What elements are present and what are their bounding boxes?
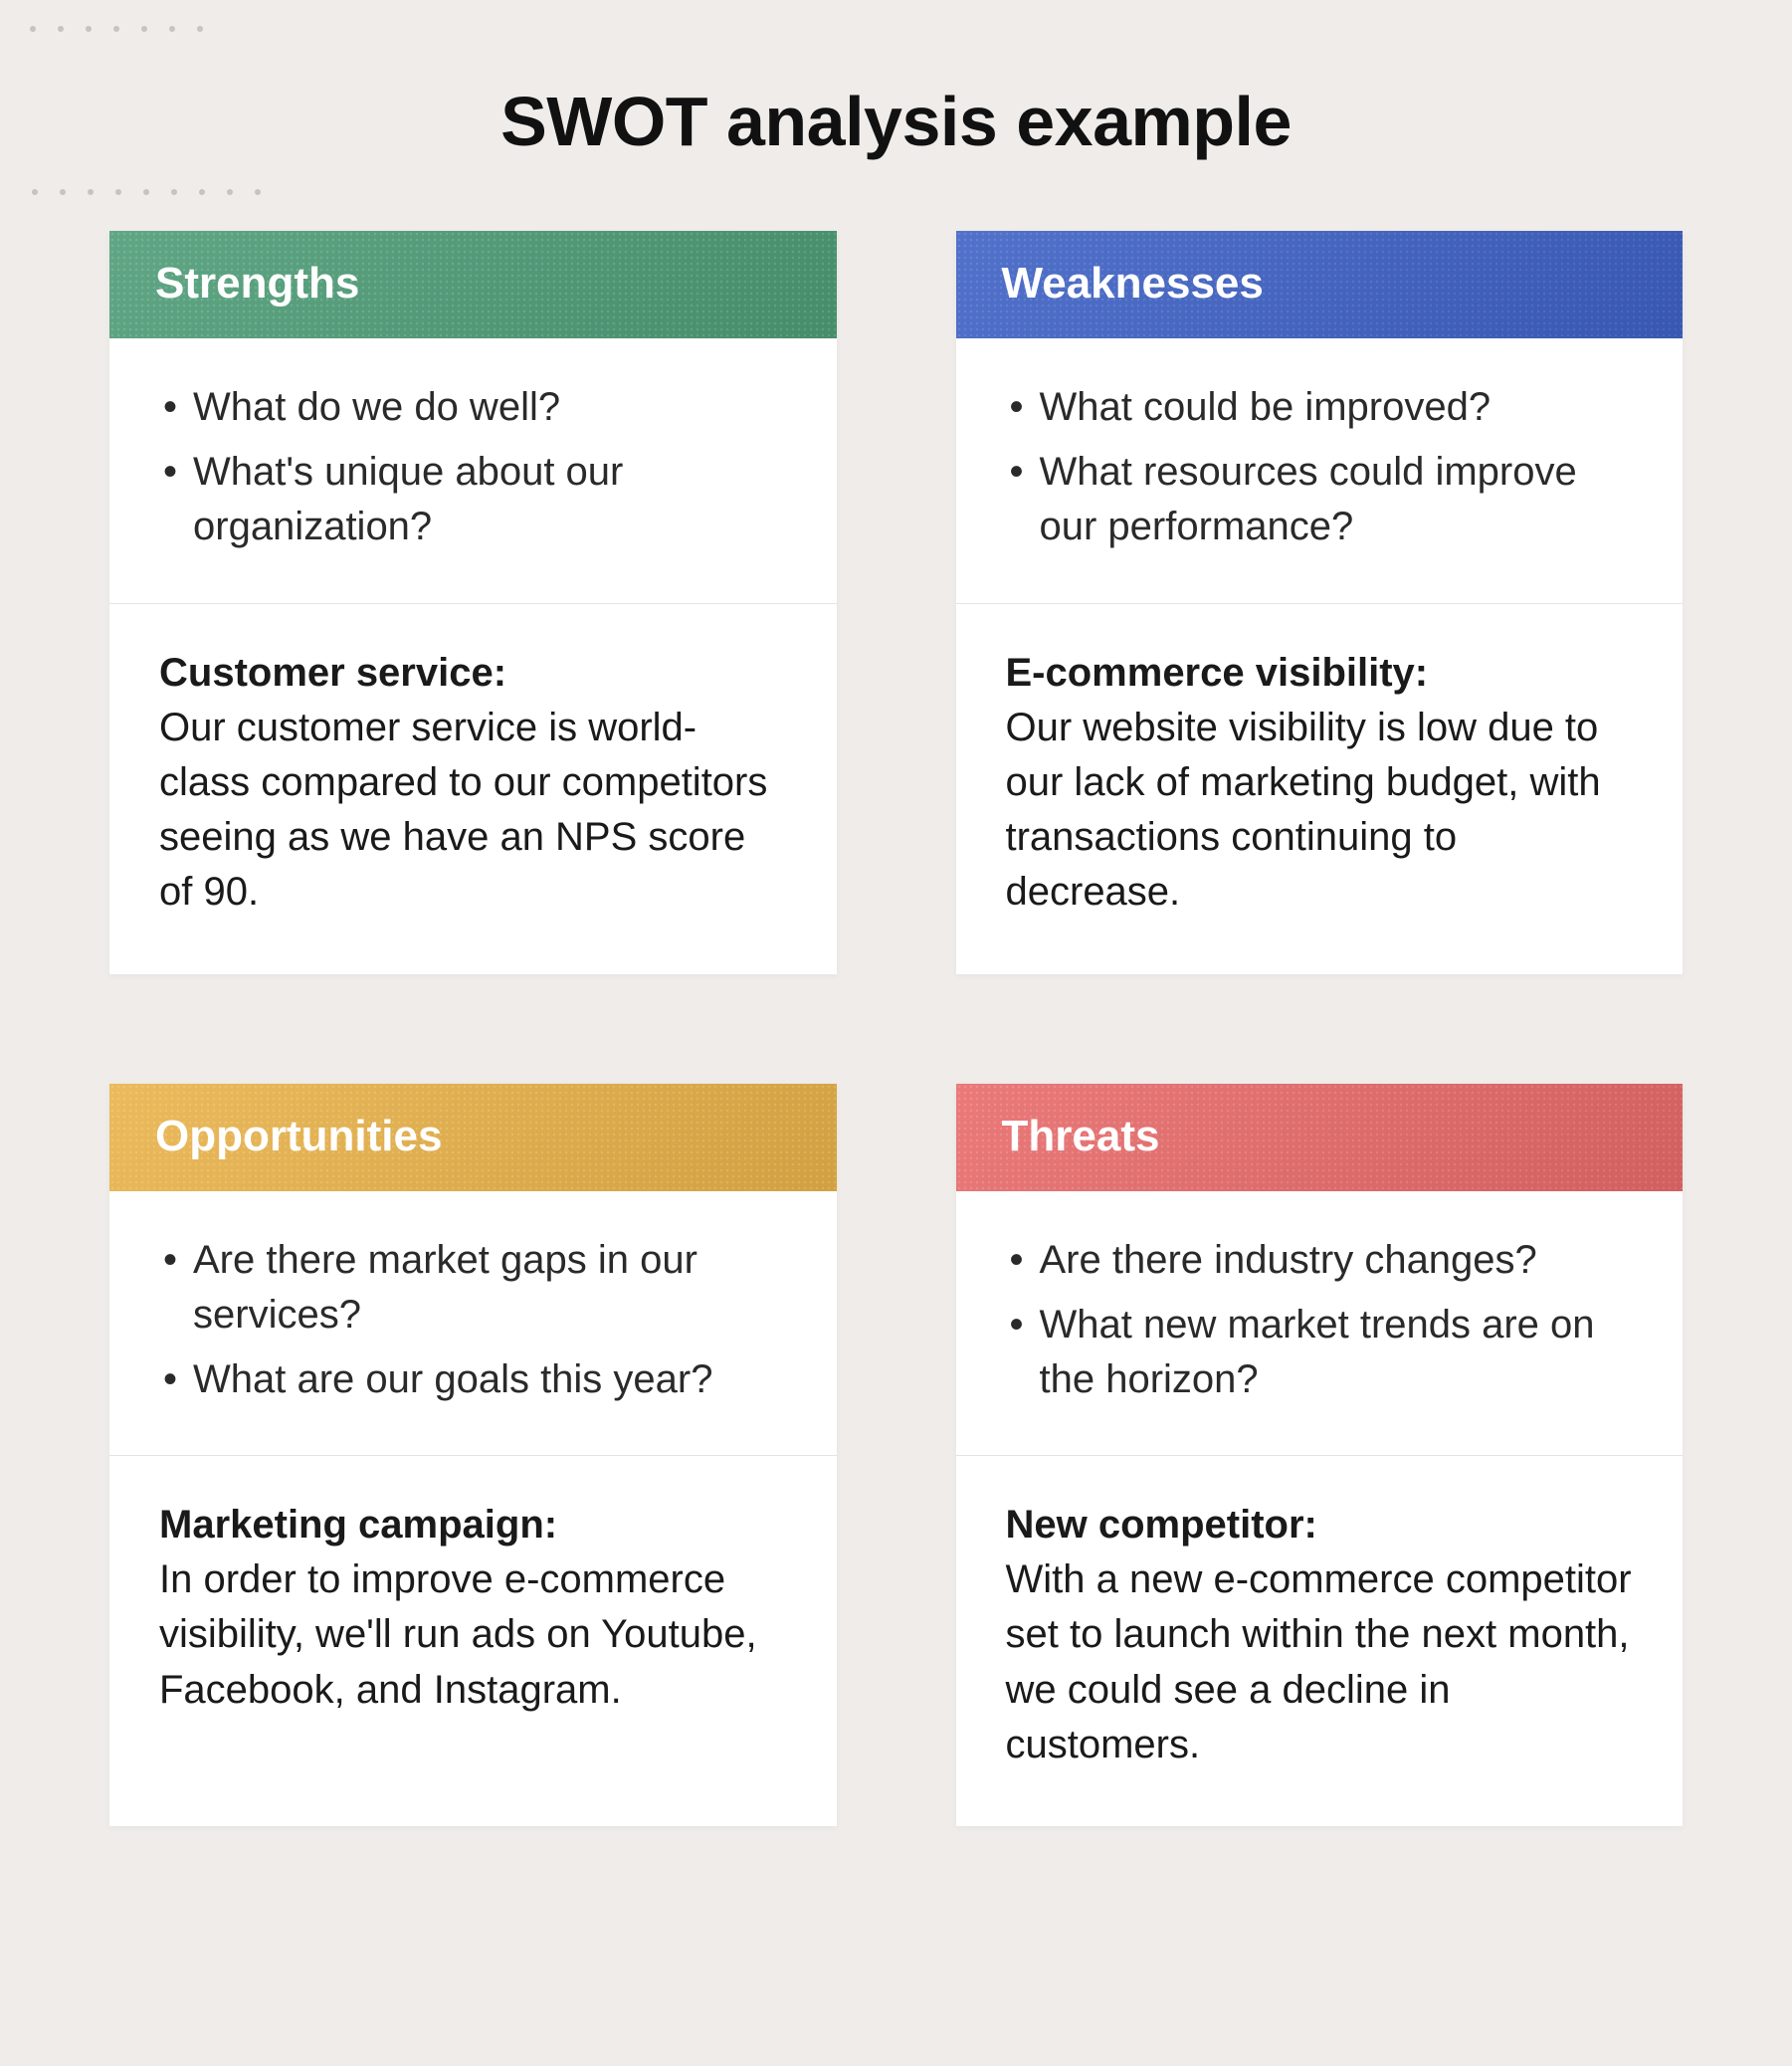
card-opportunities: Opportunities Are there market gaps in o… <box>109 1084 837 1827</box>
question-item: What resources could improve our perform… <box>1006 445 1634 554</box>
question-item: What are our goals this year? <box>159 1352 787 1407</box>
example-body: In order to improve e-commerce visibilit… <box>159 1557 757 1711</box>
example-body: With a new e-commerce competitor set to … <box>1006 1557 1632 1766</box>
example-threats: New competitor: With a new e-commerce co… <box>956 1456 1684 1826</box>
question-item: What new market trends are on the horizo… <box>1006 1298 1634 1407</box>
example-label: E-commerce visibility: <box>1006 651 1429 695</box>
example-opportunities: Marketing campaign: In order to improve … <box>109 1456 837 1771</box>
card-header-threats: Threats <box>956 1084 1684 1191</box>
decorative-dots <box>32 189 261 195</box>
page-title: SWOT analysis example <box>0 0 1792 231</box>
questions-threats: Are there industry changes? What new mar… <box>956 1191 1684 1457</box>
card-header-opportunities: Opportunities <box>109 1084 837 1191</box>
question-item: Are there market gaps in our services? <box>159 1233 787 1343</box>
example-label: Customer service: <box>159 651 506 695</box>
card-threats: Threats Are there industry changes? What… <box>956 1084 1684 1827</box>
questions-strengths: What do we do well? What's unique about … <box>109 338 837 604</box>
example-label: New competitor: <box>1006 1503 1317 1547</box>
card-header-weaknesses: Weaknesses <box>956 231 1684 338</box>
example-body: Our customer service is world-class comp… <box>159 706 767 915</box>
question-item: What could be improved? <box>1006 380 1634 435</box>
questions-opportunities: Are there market gaps in our services? W… <box>109 1191 837 1457</box>
card-strengths: Strengths What do we do well? What's uni… <box>109 231 837 974</box>
card-weaknesses: Weaknesses What could be improved? What … <box>956 231 1684 974</box>
question-item: Are there industry changes? <box>1006 1233 1634 1288</box>
swot-grid: Strengths What do we do well? What's uni… <box>0 231 1792 1916</box>
example-strengths: Customer service: Our customer service i… <box>109 604 837 974</box>
question-item: What's unique about our organization? <box>159 445 787 554</box>
example-body: Our website visibility is low due to our… <box>1006 706 1601 915</box>
questions-weaknesses: What could be improved? What resources c… <box>956 338 1684 604</box>
example-weaknesses: E-commerce visibility: Our website visib… <box>956 604 1684 974</box>
question-item: What do we do well? <box>159 380 787 435</box>
card-header-strengths: Strengths <box>109 231 837 338</box>
decorative-dots <box>30 26 203 32</box>
example-label: Marketing campaign: <box>159 1503 557 1547</box>
